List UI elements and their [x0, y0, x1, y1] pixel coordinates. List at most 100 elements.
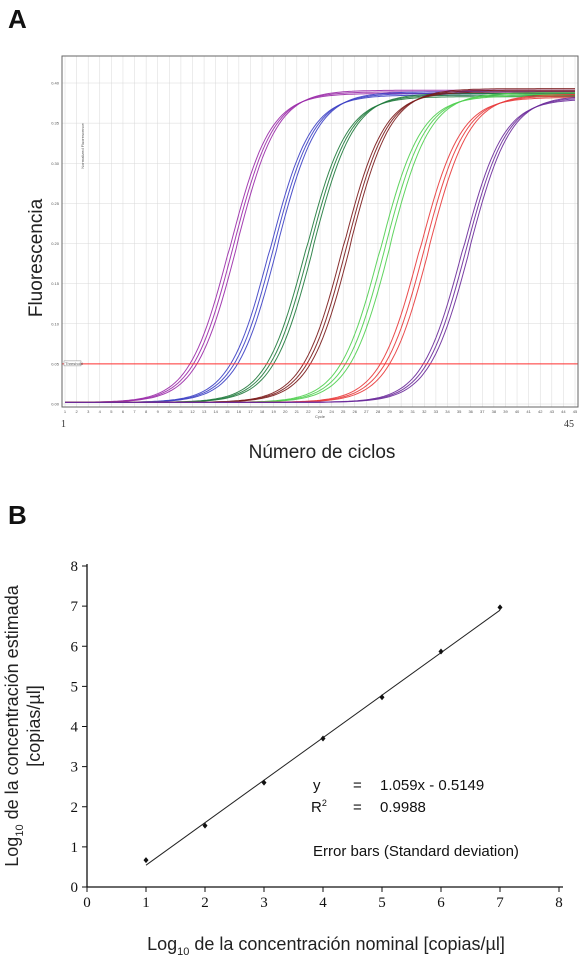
x-tick-label: 28 — [376, 409, 381, 414]
x-tick-label: 17 — [248, 409, 253, 414]
y-tick-label: 0.25 — [51, 201, 60, 206]
x-tick-label: 20 — [283, 409, 288, 414]
equation-r2-equals: = — [353, 799, 362, 816]
data-point — [320, 735, 326, 742]
standard-curve-x-axis-title: Log10 de la concentración nominal [copia… — [147, 934, 505, 958]
x-tick-label: 1 — [142, 895, 150, 911]
x-tick-label: 43 — [550, 409, 555, 414]
y-tick-label: 0.15 — [51, 281, 60, 286]
x-tick-label: 42 — [538, 409, 543, 414]
equation-r2-value: 0.9988 — [380, 799, 426, 816]
data-point — [143, 857, 149, 864]
y-tick-label: 0.05 — [51, 361, 60, 366]
standard-curve-y-axis-title: Log10 de la concentración estimada — [2, 584, 26, 866]
x-tick-label: 3 — [87, 409, 90, 414]
x-tick-label: 26 — [353, 409, 358, 414]
amplification-y-axis-title: Fluorescencia — [26, 198, 47, 317]
y-tick-label: 0 — [71, 880, 79, 896]
x-tick-label: 16 — [237, 409, 242, 414]
data-point — [438, 648, 444, 655]
x-tick-label: 40 — [515, 409, 520, 414]
x-tick-label: 1 — [64, 409, 67, 414]
amplification-curve — [65, 97, 576, 403]
x-tick-label: 5 — [110, 409, 113, 414]
amplification-y-ticks: 0.00 0.05 0.10 0.15 0.20 0.25 0.30 0.35 0.40 — [51, 81, 60, 407]
amplification-curves — [65, 88, 576, 403]
y-tick-label: 0.10 — [51, 321, 60, 326]
y-tick-label: 0.30 — [51, 161, 60, 166]
amplification-gridlines — [62, 56, 578, 407]
amplification-x-ticks: 1 2 3 4 5 6 7 8 9 10 11 12 13 14 15 16 17 18 19 20 21 22 23 24 2… — [64, 409, 578, 414]
data-point — [497, 604, 503, 611]
x-tick-label: 27 — [364, 409, 369, 414]
amplification-x-axis-title: Número de ciclos — [249, 442, 396, 463]
x-tick-label: 31 — [411, 409, 416, 414]
x-tick-label: 41 — [526, 409, 531, 414]
x-tick-label: 5 — [378, 895, 386, 911]
x-axis-start-label: 1 — [61, 419, 66, 430]
x-tick-label: 35 — [457, 409, 462, 414]
x-tick-label: 8 — [145, 409, 148, 414]
x-tick-label: 44 — [561, 409, 566, 414]
y-tick-label: 3 — [71, 760, 79, 776]
x-tick-label: 8 — [555, 895, 563, 911]
threshold-label: Threshold — [65, 361, 83, 366]
threshold-label-box: Threshold — [63, 360, 83, 367]
x-tick-label: 34 — [445, 409, 450, 414]
x-tick-label: 3 — [260, 895, 268, 911]
y-tick-label: 8 — [71, 559, 79, 575]
x-axis-end-label: 45 — [564, 419, 574, 430]
standard-curve-y-axis-unit: [copias/µl] — [24, 685, 44, 766]
x-tick-label: 36 — [468, 409, 473, 414]
standard-curve-points — [143, 604, 503, 864]
x-tick-label: 2 — [75, 409, 78, 414]
equation-y-value: 1.059x - 0.5149 — [380, 777, 484, 794]
x-tick-label: 4 — [319, 895, 327, 911]
x-tick-label: 24 — [329, 409, 334, 414]
x-tick-label: 29 — [387, 409, 392, 414]
x-tick-label: 0 — [83, 895, 91, 911]
y-tick-label: 0.20 — [51, 241, 60, 246]
x-tick-label: 18 — [260, 409, 265, 414]
x-tick-label: 37 — [480, 409, 485, 414]
data-point — [261, 779, 267, 786]
amplification-inner-x-label: Cycle — [315, 414, 326, 419]
x-tick-label: 10 — [167, 409, 172, 414]
x-tick-label: 14 — [213, 409, 218, 414]
x-tick-label: 15 — [225, 409, 230, 414]
data-point — [379, 694, 385, 701]
y-tick-label: 6 — [71, 639, 79, 655]
x-tick-label: 7 — [133, 409, 136, 414]
x-tick-label: 23 — [318, 409, 323, 414]
panel-a-letter: A — [8, 4, 27, 34]
y-tick-label: 1 — [71, 840, 79, 856]
amplification-inner-y-label: Normalized Fluorescence — [80, 123, 85, 169]
x-tick-label: 32 — [422, 409, 427, 414]
x-tick-label: 11 — [179, 409, 184, 414]
x-tick-label: 7 — [496, 895, 504, 911]
panel-b-letter: B — [8, 500, 27, 530]
y-tick-label: 5 — [71, 679, 79, 695]
x-tick-label: 22 — [306, 409, 311, 414]
equation-y-equals: = — [353, 777, 362, 794]
x-tick-label: 39 — [503, 409, 508, 414]
y-tick-label: 7 — [71, 599, 79, 615]
equation-y-symbol: y — [313, 777, 321, 794]
x-tick-label: 6 — [437, 895, 445, 911]
equation-r2-symbol: R2 — [311, 798, 327, 816]
x-tick-label: 12 — [190, 409, 195, 414]
standard-curve-chart: 0 1 2 3 4 5 6 7 8 0 1 2 3 4 5 6 7 8 y = 1.059x - 0.5149 R… — [2, 559, 563, 958]
y-tick-label: 4 — [71, 720, 79, 736]
y-tick-label: 2 — [71, 800, 79, 816]
standard-curve-tick-labels: 0 1 2 3 4 5 6 7 8 0 1 2 3 4 5 6 7 8 — [71, 559, 563, 911]
x-tick-label: 45 — [573, 409, 578, 414]
x-tick-label: 6 — [122, 409, 125, 414]
x-tick-label: 25 — [341, 409, 346, 414]
x-tick-label: 33 — [434, 409, 439, 414]
x-tick-label: 4 — [99, 409, 102, 414]
y-tick-label: 0.40 — [51, 81, 60, 86]
x-tick-label: 21 — [295, 409, 300, 414]
x-tick-label: 19 — [271, 409, 276, 414]
data-point — [202, 822, 208, 829]
standard-curve-axes — [82, 564, 563, 892]
